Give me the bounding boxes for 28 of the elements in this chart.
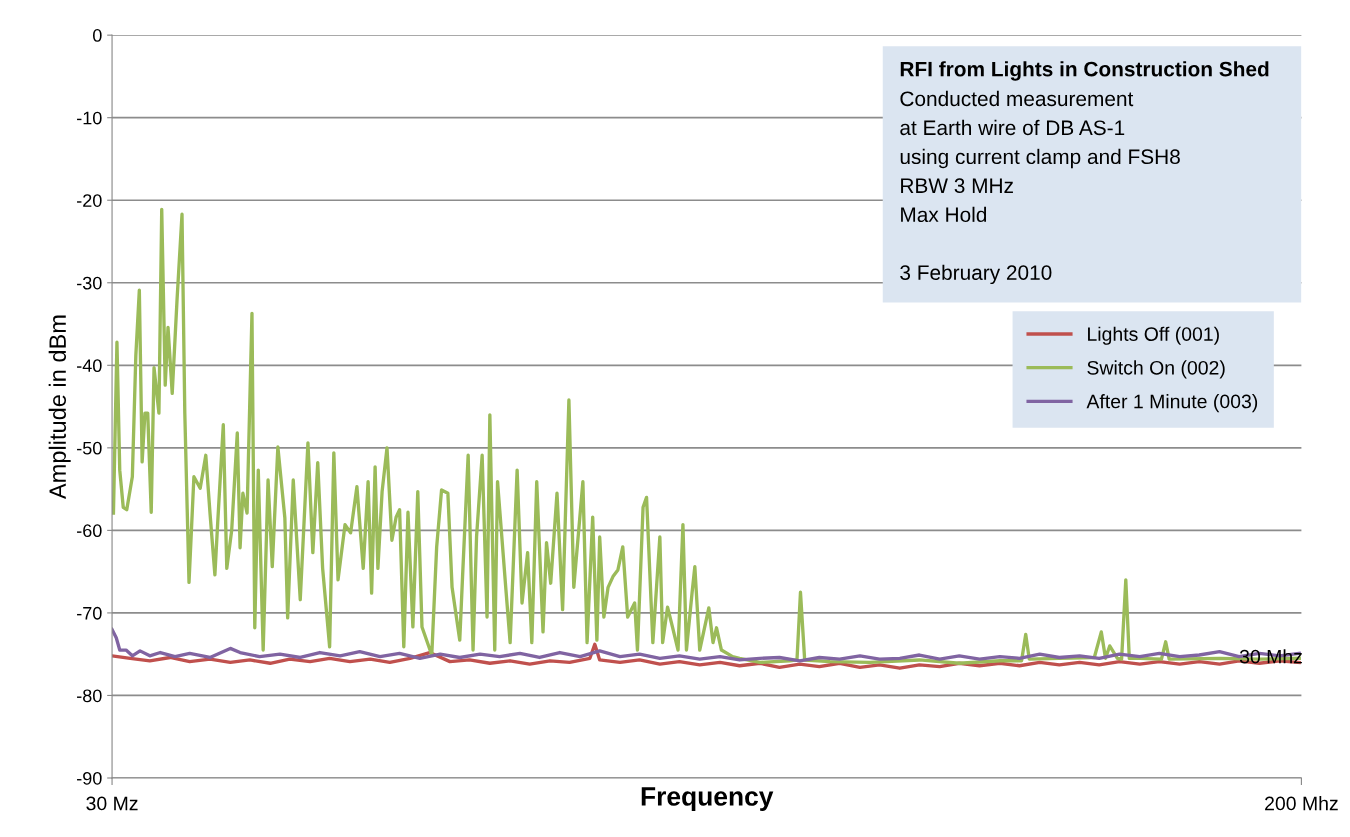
y-tick-label: -80 [77,689,102,703]
x-tick-label: 200 Mhz [1265,796,1338,811]
y-axis-title: Amplitude in dBm [48,315,71,500]
y-tick-label: -60 [77,524,102,538]
y-tick-label: 0 [92,29,102,42]
y-tick-label: -20 [77,194,102,207]
x-tick-label: 30 Mz [86,796,138,811]
line-series [112,627,1301,663]
annotation: RBW 3 MHz [901,178,1013,194]
line-series [112,642,1301,670]
y-tick-label: -50 [77,441,102,455]
x-axis-title: Frequency [641,787,774,811]
legend-label: Lights Off (001) [1088,326,1219,345]
y-tick-label: -40 [77,359,102,373]
legend-label: Switch On (002) [1087,360,1225,379]
annotation: 3 February 2010 [900,264,1052,285]
annotation: Max Hold [901,206,987,223]
y-tick-label: -90 [77,771,102,785]
annotation: 30 Mhz [1239,649,1302,664]
annotation: using current clamp and FSH8 [900,148,1180,169]
y-tick-label: -30 [77,276,102,290]
annotation: at Earth wire of DB AS-1 [900,119,1125,136]
legend-label: After 1 Minute (003) [1086,394,1258,413]
annotation: Conducted measurement [900,90,1134,107]
y-tick-label: -10 [77,111,102,125]
line-series [112,207,1301,665]
y-tick-label: -70 [77,606,102,620]
text: RFI from Lights in Construction Shed [900,61,1269,81]
